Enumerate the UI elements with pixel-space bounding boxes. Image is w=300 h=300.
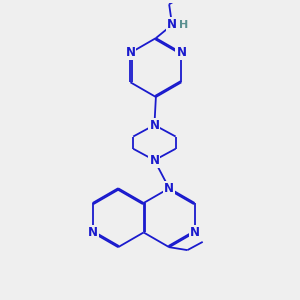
Text: H: H [178,20,188,30]
Text: N: N [164,182,174,195]
Text: N: N [149,154,159,167]
Text: N: N [176,46,186,59]
Text: N: N [167,18,177,32]
Text: N: N [190,226,200,239]
Text: N: N [88,226,98,239]
Text: N: N [125,46,135,59]
Text: N: N [149,118,159,131]
